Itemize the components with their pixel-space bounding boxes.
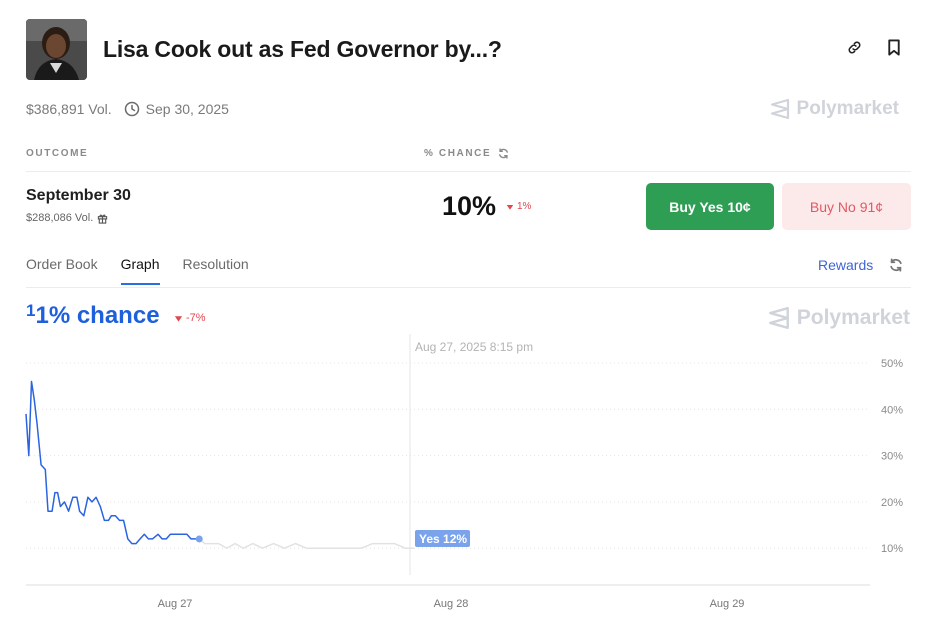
link-icon[interactable] [845,38,863,56]
polymarket-watermark: Polymarket [768,306,910,330]
graph-change: -7% [174,312,206,324]
tooltip-label: Yes 12% [419,532,467,546]
market-volume: $386,891 Vol. [26,101,112,117]
market-header: Lisa Cook out as Fed Governor by...? [26,18,911,80]
price-tooltip: Yes 12% [415,530,470,547]
clock-icon [124,101,140,117]
brand-name: Polymarket [796,98,899,119]
outcome-volume-row: $288,086 Vol. [26,212,108,224]
market-end-date: Sep 30, 2025 [145,101,229,117]
hover-timestamp: Aug 27, 2025 8:15 pm [415,340,534,354]
market-tabs: Order Book Graph Resolution [26,256,249,285]
down-arrow-icon [174,315,183,322]
outcome-percent: 10% [442,191,497,221]
future-price-line [198,538,414,550]
y-tick-label: 10% [881,543,903,555]
y-tick-label: 20% [881,497,903,509]
yes-price-line [25,380,200,545]
market-title: Lisa Cook out as Fed Governor by...? [103,35,502,62]
refresh-icon[interactable] [498,148,509,159]
tab-order-book[interactable]: Order Book [26,256,98,272]
chance-column-label: % CHANCE [424,148,492,159]
bookmark-icon[interactable] [885,38,903,56]
market-meta: $386,891 Vol. Sep 30, 2025 [26,101,229,117]
y-tick-label: 40% [881,404,903,416]
hover-point [195,535,203,543]
down-arrow-icon [506,204,514,210]
graph-change-value: -7% [186,312,206,324]
chance-rolling-digit: 1 [26,301,36,320]
outcome-name: September 30 [26,187,131,204]
y-tick-label: 50% [881,358,903,370]
x-tick-label: Aug 27 [158,598,193,610]
x-tick-label: Aug 29 [710,598,745,610]
rewards-link[interactable]: Rewards [818,257,874,273]
chance-column-header[interactable]: % CHANCE [424,148,509,159]
buy-no-button[interactable]: Buy No 91¢ [782,183,911,230]
outcome-change: 1% [506,201,531,212]
market-avatar [26,18,87,80]
outcome-change-value: 1% [517,201,532,212]
refresh-icon[interactable] [889,258,903,277]
x-tick-label: Aug 28 [434,598,469,610]
tab-graph[interactable]: Graph [120,256,160,285]
y-tick-label: 30% [881,451,903,463]
polymarket-logo: Polymarket [770,98,899,120]
gift-icon [98,214,108,224]
chance-value: 1% chance [35,302,160,329]
outcome-volume: $288,086 Vol. [26,212,94,224]
header-divider [26,171,911,172]
buy-yes-button[interactable]: Buy Yes 10¢ [646,183,774,230]
tab-resolution[interactable]: Resolution [182,256,249,272]
tabs-divider [26,287,911,288]
watermark-brand: Polymarket [796,306,910,329]
outcome-column-header: OUTCOME [26,148,89,159]
graph-chance: 1 1% chance [26,301,160,330]
